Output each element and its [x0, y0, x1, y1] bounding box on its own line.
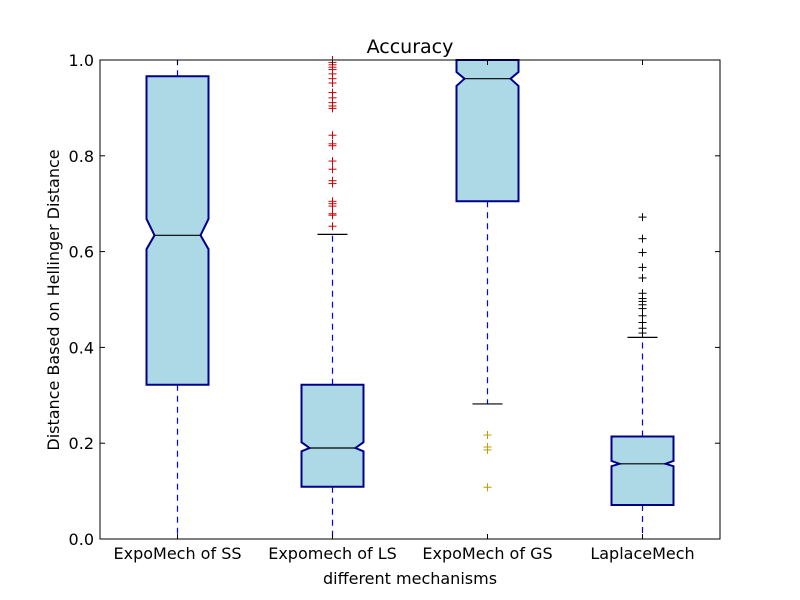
chart-title: Accuracy — [367, 36, 454, 58]
x-axis-title: different mechanisms — [323, 569, 497, 588]
outlier-point — [638, 318, 647, 327]
axes: ExpoMech of SS Expomech of LS ExpoMech of … — [69, 51, 720, 563]
outlier-point — [483, 443, 492, 452]
y-axis-title: Distance Based on Hellinger Distance — [44, 149, 63, 450]
plot-area — [145, 56, 675, 539]
outlier-point — [483, 483, 492, 492]
x-tick-label: LaplaceMech — [590, 544, 694, 563]
box-body — [455, 59, 520, 203]
y-tick-label: 0.8 — [69, 147, 94, 166]
y-tick-label: 1.0 — [69, 51, 94, 70]
outlier-point — [638, 311, 647, 320]
y-tick-label: 0.0 — [69, 530, 94, 549]
box-group — [610, 213, 675, 539]
y-tick-label: 0.6 — [69, 243, 94, 262]
outlier-point — [328, 222, 337, 231]
box-body — [610, 435, 675, 506]
outlier-point — [638, 289, 647, 298]
outlier-point — [638, 273, 647, 282]
x-tick-label: ExpoMech of GS — [422, 544, 552, 563]
box-group — [455, 59, 520, 492]
y-tick-label: 0.4 — [69, 338, 94, 357]
plot-frame — [99, 59, 721, 540]
outlier-point — [638, 263, 647, 272]
outlier-point — [328, 209, 337, 218]
outlier-point — [328, 131, 337, 140]
box-group — [300, 56, 365, 539]
x-tick-label: Expomech of LS — [268, 544, 397, 563]
outlier-point — [638, 234, 647, 243]
box-body — [145, 75, 210, 386]
outlier-point — [328, 157, 337, 166]
outlier-point — [483, 431, 492, 440]
outlier-point — [328, 88, 337, 97]
outlier-point — [638, 248, 647, 257]
x-tick-label: ExpoMech of SS — [113, 544, 241, 563]
box-body — [300, 383, 365, 488]
y-tick-label: 0.2 — [69, 434, 94, 453]
outlier-point — [328, 176, 337, 185]
outlier-point — [328, 197, 337, 206]
box-group — [145, 60, 210, 539]
outlier-point — [328, 165, 337, 174]
outlier-point — [638, 213, 647, 222]
outlier-point — [328, 139, 337, 148]
